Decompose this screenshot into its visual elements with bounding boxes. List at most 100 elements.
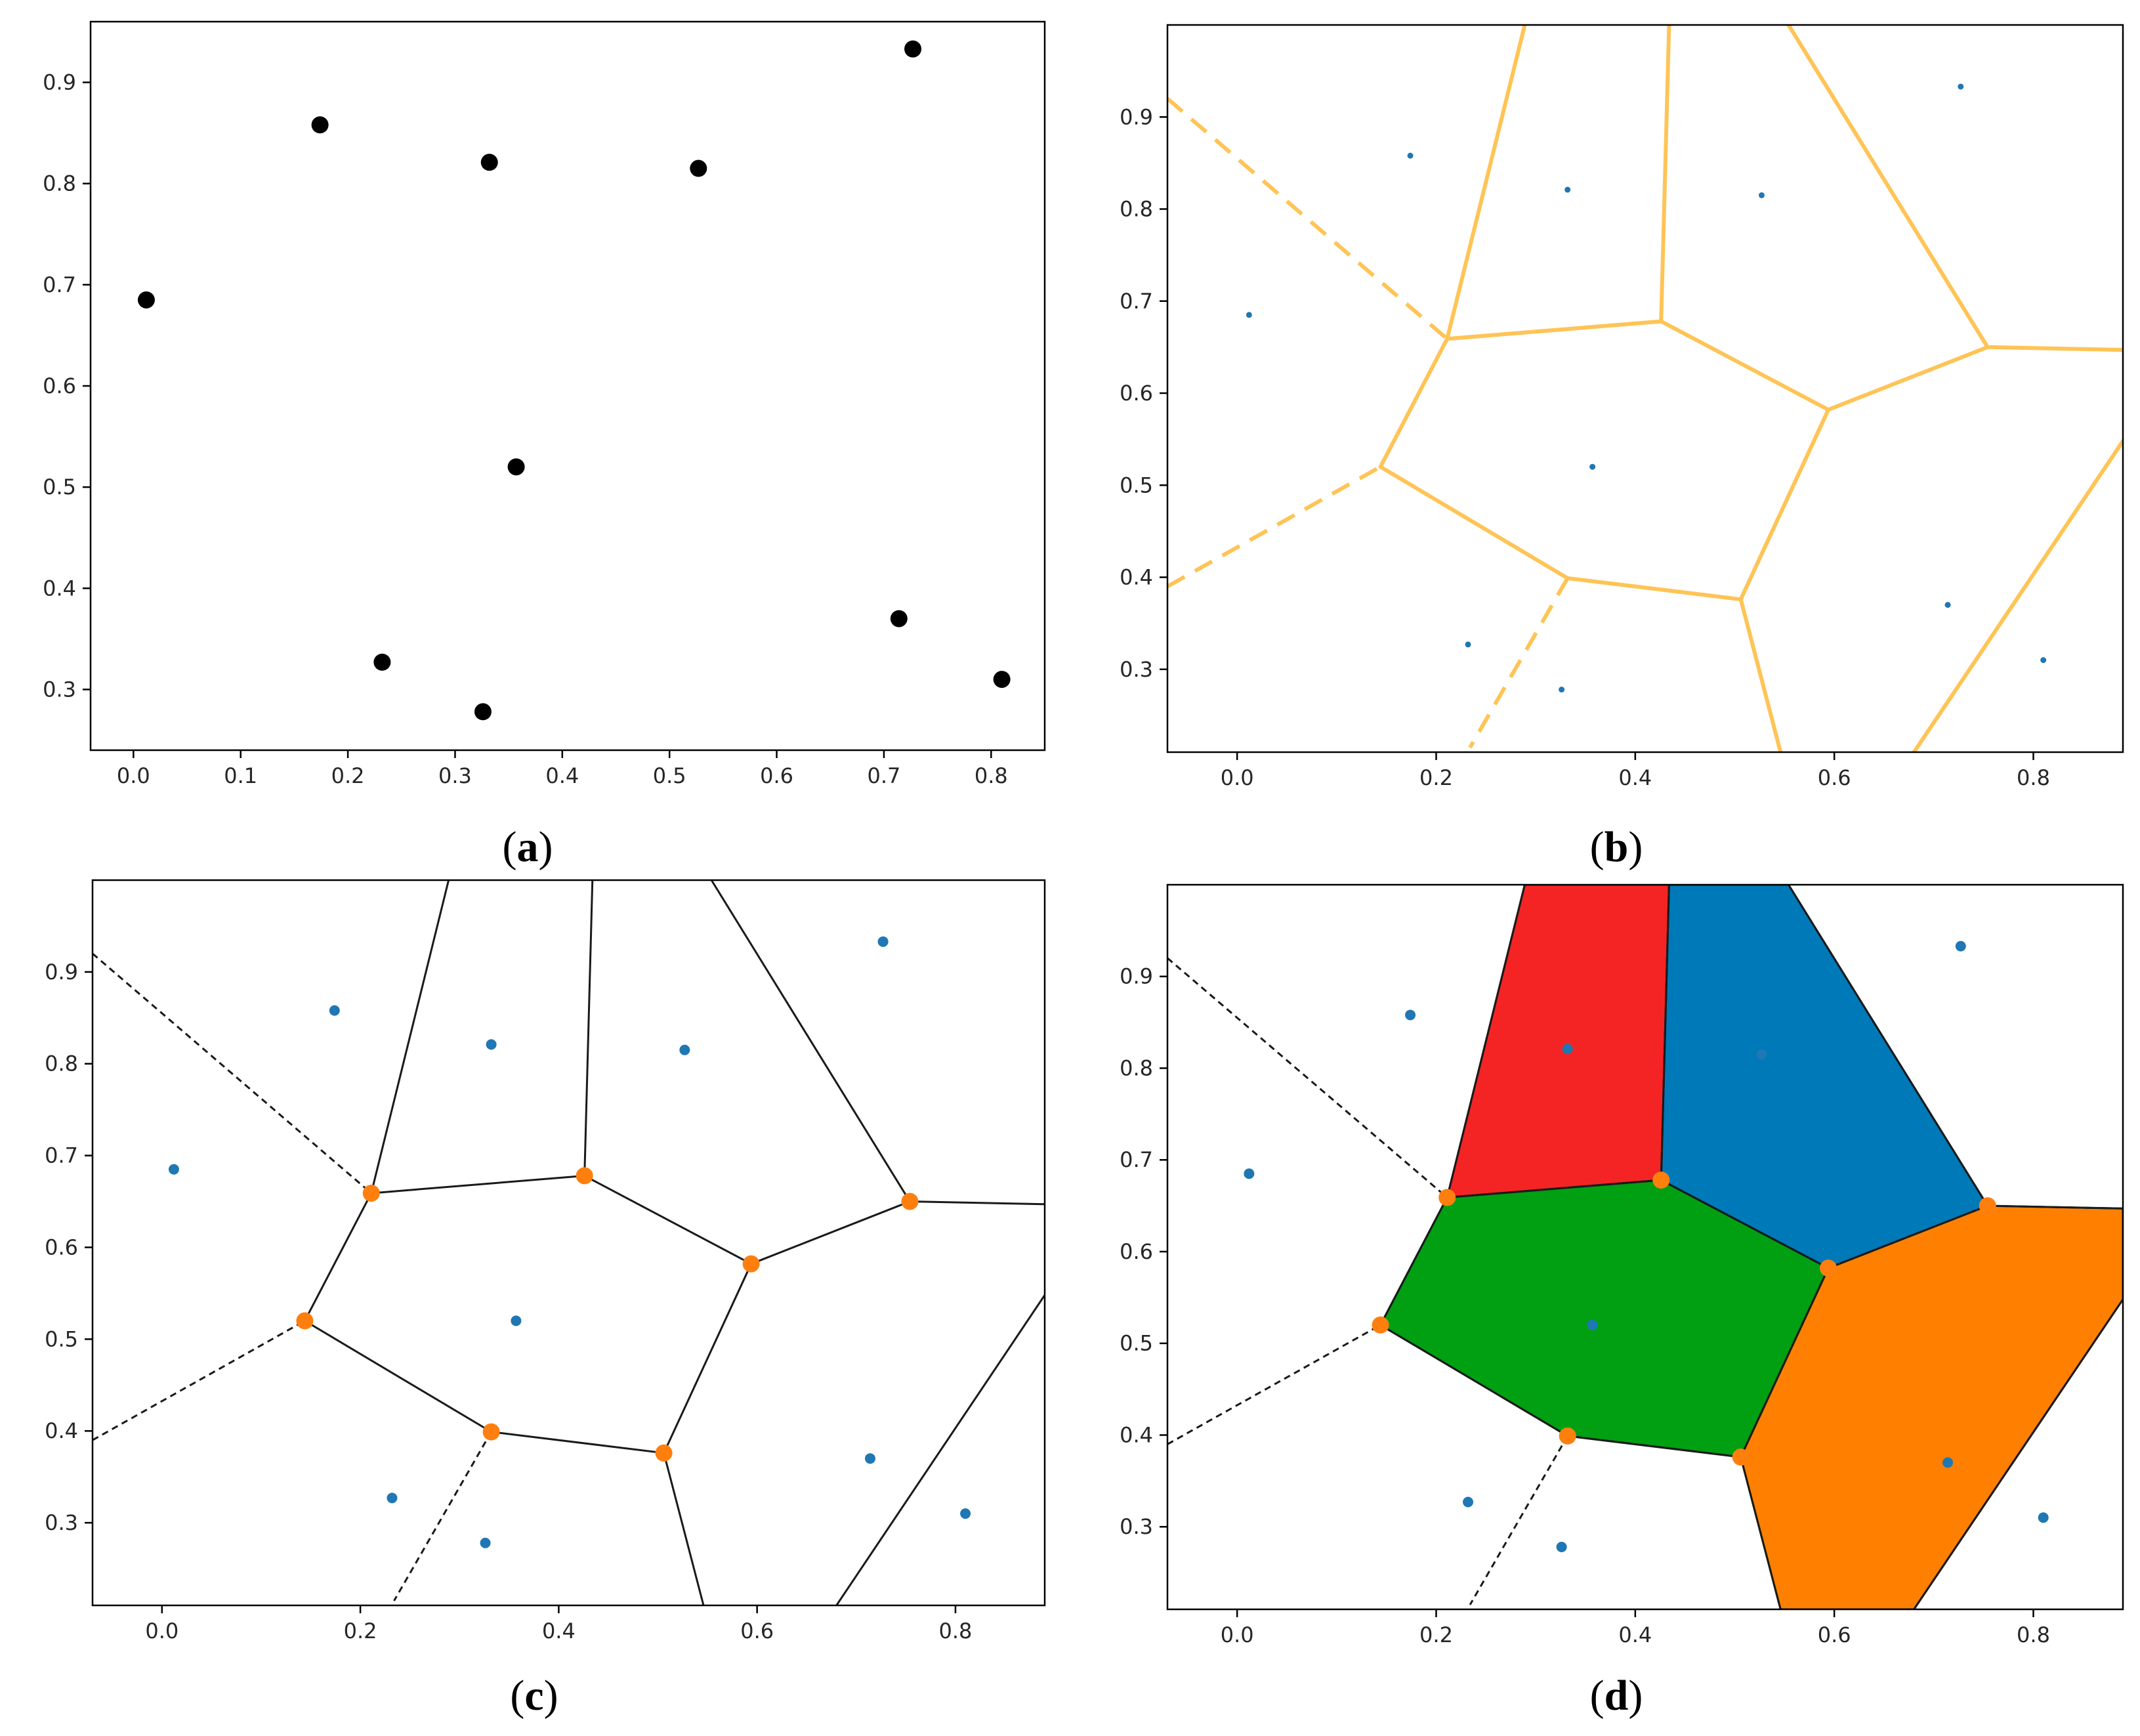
seed-point [1958,83,1964,90]
voronoi-vertex [1372,1316,1389,1334]
panel-a: 0.0 0.1 0.2 0.3 0.4 0.5 0.6 0.7 0.8 0.3 0.4 0.5 0.6 0… [43,20,1046,788]
seed-point [960,1508,971,1519]
x-tick-label: 0.1 [224,763,257,788]
voronoi-edge-dashed [393,1431,492,1601]
svg-text:(d): (d) [1590,1672,1643,1720]
voronoi-edge [750,1200,911,1265]
caption-b-letter: b [1605,823,1629,871]
voronoi-vertex [1652,1171,1670,1189]
caption-c: (c) [510,1672,558,1720]
y-tick-label: 0.4 [45,1418,78,1443]
voronoi-edge [1378,465,1570,580]
voronoi-edge [663,1452,705,1605]
y-tick-label: 0.9 [45,960,78,984]
x-tick-label: 0.0 [145,1619,178,1643]
axes-frame [1166,883,2124,1611]
seed-point [2038,1512,2049,1523]
x-tick-label: 0.6 [1818,1622,1851,1647]
seed-point [993,671,1011,688]
y-tick-label: 0.5 [1120,473,1153,498]
caption-c-letter: c [524,1672,543,1720]
plot-area-a [137,40,1011,721]
caption-b: (b) [1590,823,1643,871]
seed-point [1559,687,1565,693]
voronoi-edge [1446,885,1526,1199]
caption-d: (d) [1590,1672,1643,1720]
voronoi-edge [1786,25,1990,349]
voronoi-edge [908,1200,1045,1206]
voronoi-edge [1740,1267,1830,1458]
seed-point [1758,192,1765,198]
seed-point [511,1315,522,1326]
seed-point [890,610,908,627]
x-tick-label: 0.2 [344,1619,377,1643]
x-tick-label: 0.2 [1419,765,1453,790]
voronoi-edge [1985,345,2123,352]
seed-point [474,703,492,721]
voronoi-edge [1827,1204,1989,1269]
y-tick-label: 0.8 [1120,1055,1153,1080]
voronoi-edge [583,880,594,1177]
panel-d: 0.0 0.2 0.4 0.6 0.8 0.3 0.4 0.5 0.6 0.7 0.8 0.9 [1120,883,2124,1647]
y-tick-label: 0.9 [1120,964,1153,989]
x-tick-label: 0.4 [542,1619,576,1643]
y-tick-label: 0.8 [43,171,76,196]
y-tick-label: 0.5 [43,475,76,499]
seed-point [690,159,707,177]
plot-area-b [1167,25,2123,752]
x-tick-label: 0.6 [1818,765,1851,790]
caption-a: (a) [503,823,553,871]
seed-point [1564,186,1571,193]
seed-point [877,936,889,947]
y-tick-label: 0.4 [1120,1422,1153,1447]
plot-area-c [93,880,1045,1605]
x-tick-label: 0.8 [975,763,1008,788]
voronoi-edge [1565,576,1743,602]
x-tick-label: 0.4 [545,763,579,788]
x-tick-label: 0.0 [1221,765,1254,790]
x-tick-label: 0.7 [867,763,900,788]
voronoi-edge [1913,1298,2123,1609]
caption-d-letter: d [1605,1672,1629,1720]
seed-point [137,291,155,308]
voronoi-edge-dashed [93,1320,306,1441]
voronoi-vertex [742,1255,760,1273]
x-tick-label: 0.8 [2017,765,2050,790]
seed-point [507,458,525,476]
voronoi-vertex [576,1167,593,1185]
seed-point [1587,1319,1598,1330]
plot-area-d [1167,885,2123,1609]
voronoi-edge [490,1431,665,1454]
voronoi-edge [303,1192,373,1322]
seed-point [1465,641,1471,648]
seed-point [2040,657,2047,664]
y-tick-label: 0.9 [43,70,76,95]
voronoi-edge [710,880,911,1203]
y-tick-label: 0.6 [1120,1239,1153,1264]
voronoi-vertex [362,1184,380,1202]
seed-point [864,1453,875,1464]
voronoi-edge-dashed [1167,1324,1381,1445]
voronoi-vertex [482,1423,500,1441]
voronoi-edge [1378,337,1450,469]
voronoi-edge-dashed [1167,465,1382,589]
x-tick-label: 0.6 [740,1619,774,1643]
seed-point [1756,1049,1767,1060]
voronoi-vertex [296,1312,314,1330]
seed-point [904,40,922,58]
voronoi-edge [835,1294,1045,1605]
seed-point [329,1005,340,1016]
seed-point [1955,941,1966,952]
voronoi-edge [1566,1435,1742,1458]
voronoi-edge [1986,1204,2123,1210]
voronoi-edge [1660,1179,1830,1269]
seed-point [480,154,498,171]
seed-point [1562,1044,1573,1055]
voronoi-edge [1740,1456,1782,1609]
voronoi-edge [1379,1324,1569,1437]
seed-point [1405,1009,1416,1021]
y-tick-label: 0.7 [1120,1147,1153,1172]
voronoi-edge [1912,438,2123,752]
y-tick-label: 0.5 [45,1326,78,1351]
